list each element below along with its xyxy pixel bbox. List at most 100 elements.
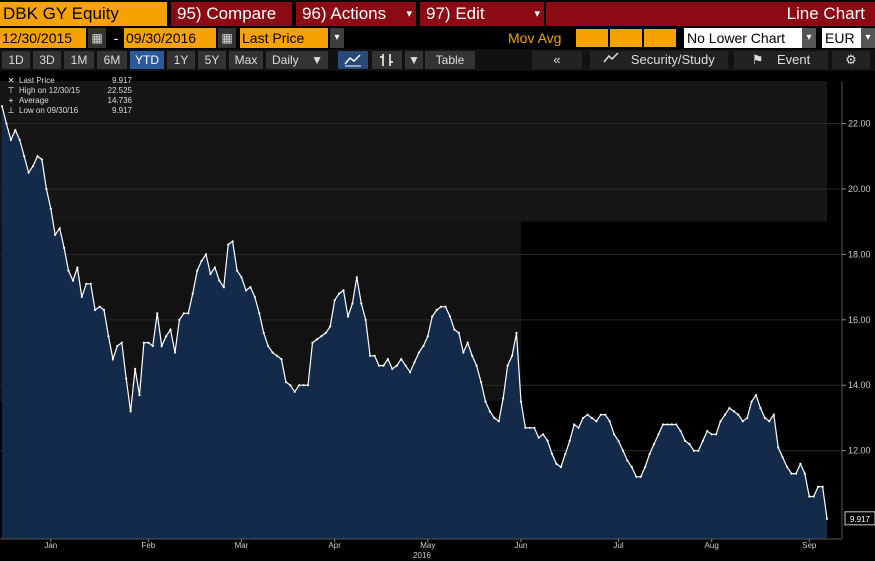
ticker-field[interactable]: DBK GY Equity	[0, 2, 167, 26]
legend-last-price: ✕ Last Price 9.917	[6, 76, 132, 86]
legend-low: ⊥ Low on 09/30/16 9.917	[6, 106, 132, 116]
x-tick-label: Sep	[802, 541, 817, 550]
data-point	[426, 335, 429, 338]
data-point	[737, 413, 740, 416]
start-calendar-icon[interactable]: ▦	[88, 28, 106, 48]
data-point	[178, 318, 181, 321]
edit-number: 97)	[426, 4, 451, 23]
lower-chart-value: No Lower Chart	[687, 30, 786, 46]
data-point	[510, 354, 514, 357]
title-bar: DBK GY Equity 95) Compare 96) Actions ▾ …	[0, 0, 875, 28]
data-point	[799, 462, 802, 465]
x-tick-label: May	[420, 541, 435, 550]
data-point	[54, 233, 57, 236]
data-point	[187, 312, 190, 315]
range-ytd-button[interactable]: YTD	[130, 51, 164, 69]
data-point	[244, 289, 248, 292]
data-point	[586, 413, 589, 416]
table-button[interactable]: Table	[425, 51, 475, 69]
data-point	[777, 446, 780, 449]
range-max-button[interactable]: Max	[229, 51, 263, 69]
chart-style-dropdown-icon[interactable]: ▼	[405, 51, 423, 69]
start-date-input[interactable]: 12/30/2015	[0, 28, 86, 48]
security-study-button[interactable]: Security/Study	[590, 51, 728, 69]
data-point	[448, 315, 452, 318]
chart-legend: ✕ Last Price 9.917 ⊤ High on 12/30/15 22…	[6, 76, 132, 116]
data-point	[781, 456, 784, 459]
candle-chart-icon[interactable]	[372, 51, 402, 69]
data-point	[604, 413, 607, 416]
legend-average-icon: +	[8, 96, 14, 105]
data-point	[364, 318, 367, 321]
event-button[interactable]: ⚑ Event	[734, 51, 828, 69]
actions-dropdown-icon: ▾	[406, 8, 412, 20]
range-3d-button[interactable]: 3D	[33, 51, 61, 69]
range-5y-button[interactable]: 5Y	[198, 51, 226, 69]
edit-button[interactable]: 97) Edit ▾	[420, 2, 544, 26]
data-point	[306, 384, 310, 387]
data-point	[400, 358, 403, 361]
line-chart-icon[interactable]	[338, 51, 368, 69]
actions-button[interactable]: 96) Actions ▾	[296, 2, 416, 26]
data-point	[790, 472, 793, 475]
data-point	[85, 282, 88, 285]
data-point	[89, 282, 92, 285]
data-point	[546, 439, 549, 442]
data-point	[710, 433, 713, 436]
x-tick-label: Feb	[141, 541, 155, 550]
data-point	[258, 312, 261, 315]
legend-high-value: 22.525	[107, 86, 132, 95]
range-6m-button[interactable]: 6M	[97, 51, 127, 69]
data-point	[142, 341, 145, 344]
x-tick-label: Mar	[235, 541, 249, 550]
end-date-input[interactable]: 09/30/2016	[124, 28, 216, 48]
lower-chart-select[interactable]: No Lower Chart ▾	[684, 28, 816, 48]
data-point	[706, 429, 709, 433]
price-chart[interactable]: 22.00 20.00 18.00 16.00 14.00 12.00 Jan Feb Mar…	[0, 71, 875, 561]
data-point	[355, 276, 358, 279]
mov-avg-period-3[interactable]	[644, 29, 676, 47]
currency-dropdown-icon[interactable]: ▾	[861, 28, 875, 48]
mov-avg-period-1[interactable]	[576, 29, 608, 47]
field-select[interactable]: Last Price	[240, 28, 328, 48]
settings-gear-icon[interactable]: ⚙	[832, 51, 870, 69]
currency-value: EUR	[825, 30, 855, 46]
data-point	[271, 351, 274, 354]
lower-chart-dropdown-icon[interactable]: ▾	[802, 28, 816, 48]
data-point	[222, 286, 225, 289]
range-1m-button[interactable]: 1M	[64, 51, 94, 69]
y-tick-label: 22.00	[848, 119, 871, 129]
data-point	[577, 426, 580, 429]
collapse-icon[interactable]: «	[532, 51, 582, 69]
data-point	[311, 341, 314, 344]
data-point	[27, 171, 30, 174]
data-point	[209, 272, 212, 276]
currency-select[interactable]: EUR ▾	[822, 28, 875, 48]
range-1d-button[interactable]: 1D	[2, 51, 30, 69]
data-point	[80, 295, 83, 298]
data-point	[453, 328, 456, 331]
legend-last-price-value: 9.917	[111, 76, 132, 85]
security-study-label: Security/Study	[630, 52, 715, 67]
mov-avg-period-2[interactable]	[610, 29, 642, 47]
data-point	[457, 331, 460, 334]
data-point	[116, 344, 119, 348]
data-point	[590, 416, 594, 420]
compare-button[interactable]: 95) Compare	[171, 2, 292, 26]
data-point	[621, 449, 625, 452]
data-point	[218, 279, 221, 282]
legend-low-value: 9.917	[111, 106, 132, 115]
x-tick-label: Jul	[613, 541, 623, 550]
data-point	[200, 259, 203, 262]
data-point	[608, 420, 611, 423]
data-point	[763, 416, 767, 420]
frequency-select[interactable]: Daily ▼	[266, 51, 328, 69]
range-1y-button[interactable]: 1Y	[167, 51, 195, 69]
data-point	[191, 292, 194, 295]
field-dropdown-icon[interactable]: ▾	[330, 28, 344, 48]
end-calendar-icon[interactable]: ▦	[218, 28, 236, 48]
data-point	[719, 420, 722, 423]
data-point	[320, 335, 323, 338]
data-point	[289, 384, 292, 387]
data-point	[58, 227, 61, 230]
